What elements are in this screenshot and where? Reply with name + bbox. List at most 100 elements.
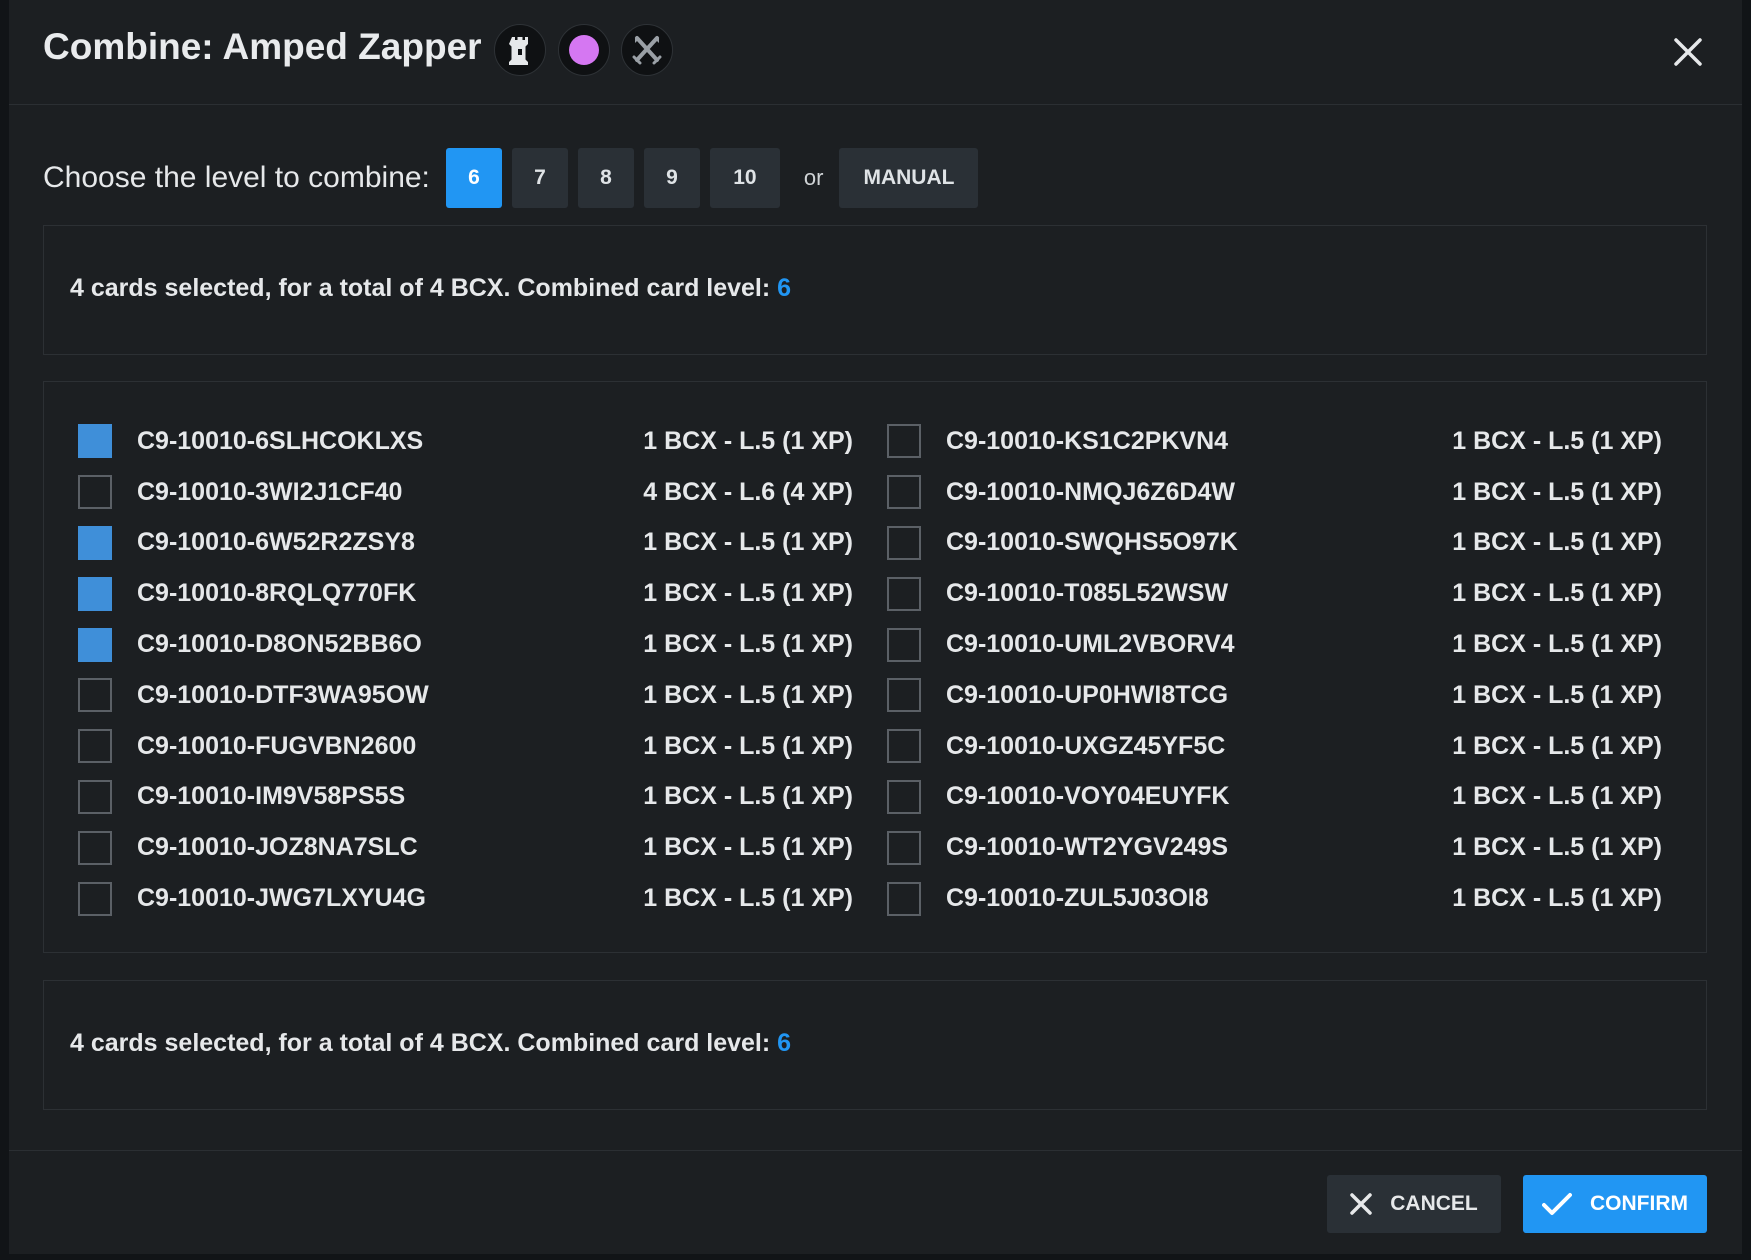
card-row[interactable]: C9-10010-ZUL5J03OI8 1 BCX - L.5 (1 XP) (887, 873, 1662, 924)
card-checkbox[interactable] (78, 830, 112, 865)
card-checkbox[interactable] (78, 881, 112, 916)
card-checkbox[interactable] (887, 830, 921, 865)
card-row[interactable]: C9-10010-NMQJ6Z6D4W 1 BCX - L.5 (1 XP) (887, 467, 1662, 518)
card-bcx-value: 1 BCX - L.5 (1 XP) (1452, 782, 1662, 811)
card-row[interactable]: C9-10010-IM9V58PS5S 1 BCX - L.5 (1 XP) (78, 772, 853, 823)
dialog-footer: CANCEL CONFIRM (9, 1150, 1742, 1254)
card-list-panel: C9-10010-6SLHCOKLXS 1 BCX - L.5 (1 XP) C9-… (43, 381, 1707, 953)
cancel-button[interactable]: CANCEL (1327, 1175, 1501, 1233)
selection-summary: 4 cards selected, for a total of 4 BCX. … (70, 274, 791, 303)
card-checkbox[interactable] (78, 729, 112, 764)
combined-level-value: 6 (777, 274, 792, 302)
card-checkbox[interactable] (887, 475, 921, 510)
card-checkbox[interactable] (887, 678, 921, 713)
card-bcx-value: 1 BCX - L.5 (1 XP) (1452, 680, 1662, 709)
level-button-9[interactable]: 9 (643, 148, 700, 208)
card-row[interactable]: C9-10010-UXGZ45YF5C 1 BCX - L.5 (1 XP) (887, 721, 1662, 772)
card-checkbox[interactable] (78, 475, 112, 510)
card-checkbox[interactable] (78, 678, 112, 713)
level-button-8[interactable]: 8 (577, 148, 634, 208)
card-id: C9-10010-D8ON52BB6O (137, 630, 422, 659)
card-id: C9-10010-ZUL5J03OI8 (946, 884, 1209, 913)
checkmark-icon (1542, 1192, 1572, 1216)
card-bcx-value: 1 BCX - L.5 (1 XP) (1452, 528, 1662, 557)
card-row[interactable]: C9-10010-6SLHCOKLXS 1 BCX - L.5 (1 XP) (78, 416, 853, 467)
card-row[interactable]: C9-10010-3WI2J1CF40 4 BCX - L.6 (4 XP) (78, 467, 853, 518)
or-text: or (803, 165, 824, 190)
card-checkbox[interactable] (887, 779, 921, 814)
card-row[interactable]: C9-10010-UML2VBORV4 1 BCX - L.5 (1 XP) (887, 619, 1662, 670)
card-row[interactable]: C9-10010-VOY04EUYFK 1 BCX - L.5 (1 XP) (887, 772, 1662, 823)
card-bcx-value: 1 BCX - L.5 (1 XP) (643, 833, 853, 862)
card-bcx-value: 1 BCX - L.5 (1 XP) (643, 426, 853, 455)
level-button-6[interactable]: 6 (445, 148, 502, 208)
card-id: C9-10010-6SLHCOKLXS (137, 426, 424, 455)
card-row[interactable]: C9-10010-UP0HWI8TCG 1 BCX - L.5 (1 XP) (887, 670, 1662, 721)
card-checkbox[interactable] (78, 779, 112, 814)
card-checkbox[interactable] (78, 627, 112, 662)
card-id: C9-10010-JWG7LXYU4G (137, 884, 427, 913)
card-id: C9-10010-UP0HWI8TCG (946, 680, 1229, 709)
close-icon (1350, 1193, 1372, 1215)
summary-text: 4 cards selected, for a total of 4 BCX. … (70, 1029, 771, 1057)
card-checkbox[interactable] (78, 424, 112, 459)
card-id: C9-10010-UXGZ45YF5C (946, 731, 1226, 760)
card-row[interactable]: C9-10010-JOZ8NA7SLC 1 BCX - L.5 (1 XP) (78, 822, 853, 873)
level-prompt: Choose the level to combine: (43, 161, 430, 194)
card-row[interactable]: C9-10010-JWG7LXYU4G 1 BCX - L.5 (1 XP) (78, 873, 853, 924)
card-bcx-value: 1 BCX - L.5 (1 XP) (1452, 884, 1662, 913)
card-checkbox[interactable] (887, 881, 921, 916)
cancel-label: CANCEL (1390, 1192, 1478, 1215)
card-checkbox[interactable] (887, 424, 921, 459)
level-button-7[interactable]: 7 (511, 148, 568, 208)
card-id: C9-10010-6W52R2ZSY8 (137, 528, 415, 557)
crossed-swords-icon (621, 24, 673, 76)
card-id: C9-10010-UML2VBORV4 (946, 630, 1235, 659)
close-button[interactable] (1666, 30, 1710, 74)
card-id: C9-10010-8RQLQ770FK (137, 579, 417, 608)
close-icon (1674, 38, 1702, 66)
card-id: C9-10010-WT2YGV249S (946, 833, 1229, 862)
confirm-label: CONFIRM (1590, 1192, 1688, 1215)
combine-dialog: Combine: Amped Zapper Choose (9, 0, 1742, 1254)
card-row[interactable]: C9-10010-8RQLQ770FK 1 BCX - L.5 (1 XP) (78, 568, 853, 619)
confirm-button[interactable]: CONFIRM (1523, 1175, 1707, 1233)
card-id: C9-10010-IM9V58PS5S (137, 782, 406, 811)
card-checkbox[interactable] (78, 576, 112, 611)
combined-level-value: 6 (777, 1029, 792, 1057)
card-row[interactable]: C9-10010-KS1C2PKVN4 1 BCX - L.5 (1 XP) (887, 416, 1662, 467)
card-row[interactable]: C9-10010-FUGVBN2600 1 BCX - L.5 (1 XP) (78, 721, 853, 772)
card-checkbox[interactable] (887, 576, 921, 611)
card-row[interactable]: C9-10010-D8ON52BB6O 1 BCX - L.5 (1 XP) (78, 619, 853, 670)
card-bcx-value: 1 BCX - L.5 (1 XP) (1452, 426, 1662, 455)
card-bcx-value: 1 BCX - L.5 (1 XP) (1452, 477, 1662, 506)
card-bcx-value: 4 BCX - L.6 (4 XP) (643, 477, 853, 506)
card-bcx-value: 1 BCX - L.5 (1 XP) (643, 579, 853, 608)
purple-circle-icon (558, 24, 610, 76)
manual-button[interactable]: MANUAL (839, 148, 979, 208)
card-row[interactable]: C9-10010-6W52R2ZSY8 1 BCX - L.5 (1 XP) (78, 518, 853, 569)
card-bcx-value: 1 BCX - L.5 (1 XP) (1452, 731, 1662, 760)
dialog-title: Combine: Amped Zapper (43, 26, 482, 67)
card-bcx-value: 1 BCX - L.5 (1 XP) (643, 782, 853, 811)
card-bcx-value: 1 BCX - L.5 (1 XP) (643, 680, 853, 709)
card-checkbox[interactable] (887, 627, 921, 662)
summary-panel-bottom: 4 cards selected, for a total of 4 BCX. … (43, 980, 1707, 1110)
summary-text: 4 cards selected, for a total of 4 BCX. … (70, 274, 771, 302)
card-row[interactable]: C9-10010-T085L52WSW 1 BCX - L.5 (1 XP) (887, 568, 1662, 619)
card-bcx-value: 1 BCX - L.5 (1 XP) (643, 884, 853, 913)
card-checkbox[interactable] (887, 729, 921, 764)
card-checkbox[interactable] (78, 525, 112, 560)
card-id: C9-10010-DTF3WA95OW (137, 680, 429, 709)
card-checkbox[interactable] (887, 525, 921, 560)
card-row[interactable]: C9-10010-SWQHS5O97K 1 BCX - L.5 (1 XP) (887, 518, 1662, 569)
card-id: C9-10010-KS1C2PKVN4 (946, 426, 1229, 455)
card-row[interactable]: C9-10010-DTF3WA95OW 1 BCX - L.5 (1 XP) (78, 670, 853, 721)
level-button-10[interactable]: 10 (709, 148, 780, 208)
card-id: C9-10010-SWQHS5O97K (946, 528, 1238, 557)
card-id: C9-10010-NMQJ6Z6D4W (946, 477, 1235, 506)
card-row[interactable]: C9-10010-WT2YGV249S 1 BCX - L.5 (1 XP) (887, 822, 1662, 873)
card-bcx-value: 1 BCX - L.5 (1 XP) (1452, 833, 1662, 862)
level-selector: Choose the level to combine: 6 7 8 9 10 … (43, 148, 979, 208)
card-bcx-value: 1 BCX - L.5 (1 XP) (643, 630, 853, 659)
